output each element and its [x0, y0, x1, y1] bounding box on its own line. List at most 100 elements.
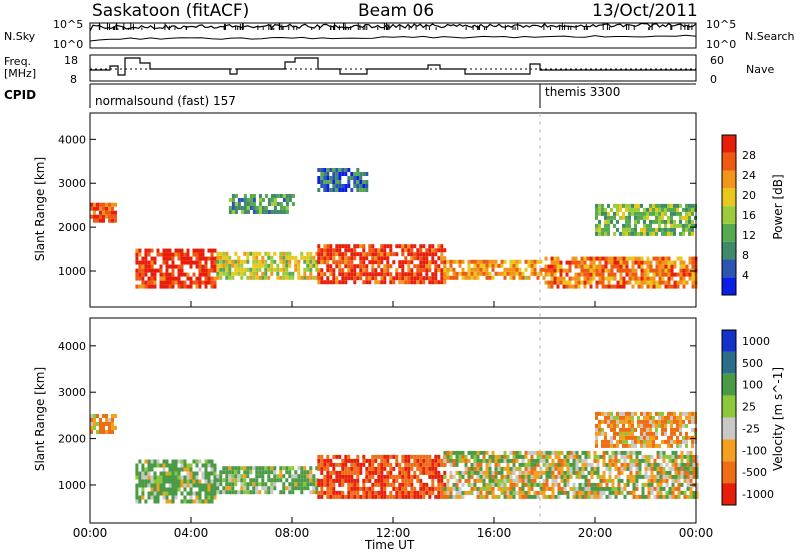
echo-cell-band-7 — [338, 188, 342, 192]
echo-cell-band-5 — [688, 276, 692, 281]
echo-cell-band-4 — [662, 450, 666, 455]
echo-cell-band-4 — [548, 454, 552, 459]
echo-cell-band-4 — [689, 486, 693, 491]
echo-cell-band-1 — [192, 272, 196, 277]
echo-cell-band-3 — [398, 490, 402, 495]
echo-cell-band-3 — [404, 474, 408, 479]
echo-cell-band-1 — [165, 280, 169, 285]
echo-cell-band-8 — [682, 227, 685, 232]
echo-cell-band-5 — [667, 264, 671, 269]
echo-cell-band-3 — [437, 264, 441, 269]
echo-cell-band-4 — [680, 470, 684, 475]
echo-cell-band-1 — [162, 284, 166, 289]
echo-cell-band-8 — [664, 207, 667, 212]
echo-cell-band-4 — [548, 474, 552, 479]
echo-cell-band-5 — [583, 264, 587, 269]
echo-cell-band-3 — [377, 470, 381, 475]
echo-cell-band-4 — [503, 478, 507, 483]
echo-cell-band-5 — [688, 415, 691, 420]
echo-cell-band-4 — [491, 263, 495, 268]
echo-cell-band-8 — [634, 223, 637, 228]
echo-cell-band-5 — [667, 256, 671, 261]
echo-cell-band-4 — [635, 482, 639, 487]
echo-cell-band-1 — [183, 495, 187, 500]
echo-cell-band-5 — [667, 284, 671, 289]
echo-cell-band-4 — [446, 490, 450, 495]
echo-cell-band-5 — [559, 272, 563, 277]
echo-cell-band-4 — [605, 478, 609, 483]
echo-cell-band-5 — [553, 272, 557, 277]
echo-cell-band-7 — [326, 168, 330, 172]
echo-cell-band-1 — [162, 260, 166, 265]
echo-cell-band-3 — [386, 474, 390, 479]
echo-cell-band-5 — [685, 272, 689, 277]
echo-cell-band-2 — [306, 474, 310, 479]
echo-cell-band-4 — [554, 478, 558, 483]
echo-cell-band-5 — [625, 272, 629, 277]
echo-cell-band-3 — [344, 280, 348, 285]
echo-cell-band-4 — [671, 494, 675, 499]
echo-cell-band-2 — [315, 490, 319, 495]
echo-cell-band-2 — [255, 263, 259, 268]
echo-cell-band-6 — [267, 198, 271, 202]
echo-cell-band-4 — [587, 454, 591, 459]
echo-cell-band-3 — [320, 458, 324, 463]
echo-cell-band-6 — [279, 202, 283, 206]
echo-cell-band-3 — [395, 490, 399, 495]
echo-cell-band-4 — [581, 458, 585, 463]
echo-cell-band-4 — [482, 478, 486, 483]
echo-cell-band-4 — [545, 478, 549, 483]
echo-cell-band-2 — [252, 263, 256, 268]
echo-cell-band-2 — [312, 486, 316, 491]
echo-cell-band-4 — [530, 494, 534, 499]
echo-cell-band-4 — [650, 482, 654, 487]
y-tick-label-1: 2000 — [58, 433, 86, 446]
echo-cell-band-1 — [138, 272, 142, 277]
echo-cell-band-5 — [688, 419, 691, 424]
echo-cell-band-3 — [374, 252, 378, 257]
echo-cell-band-8 — [598, 227, 601, 232]
echo-cell-band-3 — [353, 264, 357, 269]
echo-cell-band-1 — [177, 248, 181, 253]
echo-cell-band-4 — [515, 271, 519, 276]
echo-cell-band-4 — [572, 466, 576, 471]
echo-cell-band-2 — [249, 470, 253, 475]
echo-cell-band-4 — [545, 470, 549, 475]
echo-cell-band-3 — [323, 272, 327, 277]
echo-cell-band-5 — [577, 284, 581, 289]
echo-cell-band-2 — [306, 267, 310, 272]
echo-cell-band-7 — [335, 184, 339, 188]
echo-cell-band-7 — [362, 180, 366, 184]
echo-cell-band-5 — [655, 280, 659, 285]
echo-cell-band-5 — [556, 268, 560, 273]
echo-cell-band-5 — [679, 272, 683, 277]
echo-cell-band-4 — [677, 490, 681, 495]
echo-cell-band-3 — [404, 470, 408, 475]
echo-cell-band-5 — [622, 435, 625, 440]
echo-cell-band-5 — [607, 284, 611, 289]
echo-cell-band-0 — [105, 210, 108, 215]
echo-cell-band-1 — [135, 248, 139, 253]
echo-cell-band-3 — [323, 462, 327, 467]
echo-cell-band-4 — [542, 458, 546, 463]
echo-cell-band-4 — [620, 450, 624, 455]
echo-cell-band-1 — [150, 479, 154, 484]
echo-cell-band-1 — [147, 463, 151, 468]
echo-cell-band-4 — [584, 494, 588, 499]
echo-cell-band-2 — [276, 263, 280, 268]
echo-cell-band-1 — [207, 487, 211, 492]
echo-cell-band-3 — [320, 280, 324, 285]
echo-cell-band-4 — [599, 474, 603, 479]
echo-cell-band-4 — [644, 470, 648, 475]
echo-cell-band-1 — [186, 272, 190, 277]
echo-cell-band-5 — [628, 280, 632, 285]
echo-cell-band-5 — [553, 264, 557, 269]
echo-cell-band-4 — [542, 470, 546, 475]
echo-cell-band-1 — [135, 272, 139, 277]
echo-cell-band-3 — [428, 458, 432, 463]
echo-cell-band-4 — [695, 466, 699, 471]
echo-cell-band-6 — [231, 210, 235, 214]
echo-cell-band-3 — [401, 268, 405, 273]
echo-cell-band-3 — [389, 494, 393, 499]
echo-cell-band-1 — [198, 467, 202, 472]
